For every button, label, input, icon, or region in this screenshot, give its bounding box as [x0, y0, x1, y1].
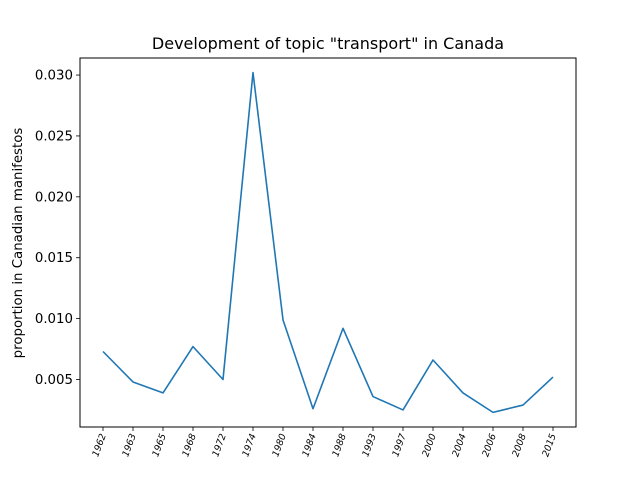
x-tick-label: 1963: [120, 432, 138, 458]
x-tick-label: 2008: [510, 432, 528, 458]
x-tick-label: 2000: [420, 432, 438, 458]
x-tick-label: 1962: [90, 432, 108, 458]
x-tick-label: 1980: [270, 432, 288, 458]
y-tick-label: 0.025: [35, 129, 73, 144]
x-axis-ticks: 1962 1963 1965 1968 1972 1974 1980 1984 1988 1993…: [90, 427, 559, 458]
y-tick-label: 0.010: [35, 312, 73, 327]
y-axis-ticks: 0.005 0.010 0.015 0.020 0.025 0.030: [35, 69, 80, 388]
x-tick-label: 2015: [540, 432, 558, 458]
x-tick-label: 1988: [330, 432, 348, 458]
x-tick-label: 1974: [240, 432, 258, 458]
series-line: [102, 71, 554, 414]
x-tick-label: 1984: [300, 432, 318, 458]
y-tick-label: 0.030: [35, 69, 73, 84]
y-tick-label: 0.020: [35, 190, 73, 205]
x-tick-label: 1972: [210, 432, 228, 458]
x-tick-label: 1997: [390, 432, 408, 458]
x-tick-label: 2006: [480, 432, 498, 458]
y-tick-label: 0.015: [35, 251, 73, 266]
x-tick-label: 1965: [150, 432, 168, 458]
series-group: [102, 71, 554, 414]
x-tick-label: 1968: [180, 432, 198, 458]
plot-area-frame: [79, 57, 577, 428]
x-tick-label: 2004: [450, 432, 468, 458]
y-tick-label: 0.005: [35, 373, 73, 388]
chart-title: Development of topic "transport" in Cana…: [152, 34, 504, 53]
y-axis-label: proportion in Canadian manifestos: [11, 128, 26, 359]
x-tick-label: 1993: [360, 432, 378, 458]
